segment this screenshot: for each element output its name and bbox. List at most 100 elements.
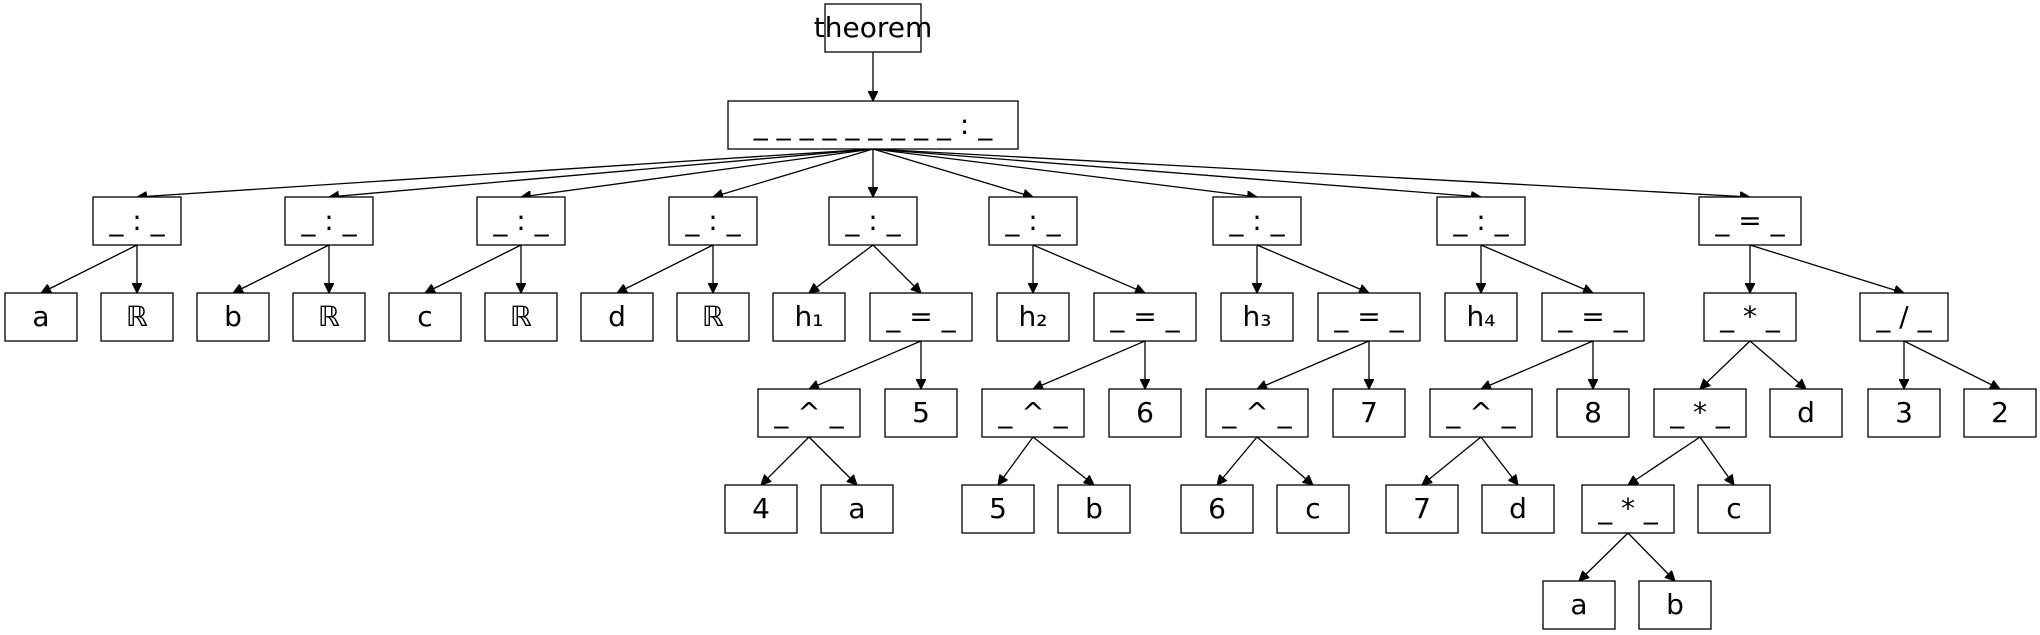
node-box-h3 <box>1220 292 1294 342</box>
tree-node-h3: h₃ <box>1220 292 1294 342</box>
node-box-c2 <box>284 196 374 246</box>
tree-node-eq3: _ = _ <box>1317 292 1421 342</box>
node-box-n7b <box>1385 484 1459 534</box>
node-label-c9: _ = _ <box>1714 204 1785 237</box>
node-label-h2: h₂ <box>1019 300 1048 333</box>
edge-eq3-to-pow3 <box>1257 340 1370 389</box>
node-box-a2 <box>820 484 894 534</box>
tree-node-r4: ℝ <box>676 292 750 342</box>
node-box-b1 <box>196 292 270 342</box>
node-box-a3 <box>1542 580 1616 630</box>
node-label-n5a: 5 <box>912 396 930 429</box>
edge-root-to-c4 <box>713 148 874 197</box>
edge-c4-to-d1 <box>617 244 714 294</box>
node-label-d3: d <box>1509 492 1527 525</box>
node-box-c5 <box>828 196 918 246</box>
node-box-eq4 <box>1541 292 1645 342</box>
edge-pow2-to-b2 <box>1032 436 1094 485</box>
node-label-d1: d <box>608 300 626 333</box>
node-box-c1 <box>92 196 182 246</box>
node-box-d3 <box>1481 484 1555 534</box>
edge-mul1-to-d2 <box>1749 340 1806 389</box>
edge-pow3-to-n6b <box>1217 436 1258 485</box>
tree-node-n5a: 5 <box>884 388 958 438</box>
node-box-pow1 <box>757 388 861 438</box>
node-label-n2: 2 <box>1991 396 2009 429</box>
node-box-cc1 <box>388 292 462 342</box>
node-label-pow3: _ ^ _ <box>1221 396 1292 429</box>
edge-mul3-to-b3 <box>1627 532 1675 581</box>
edge-root-to-c2 <box>329 148 874 197</box>
node-label-mul3: _ * _ <box>1597 492 1659 525</box>
edge-c5-to-eq1 <box>872 244 921 293</box>
tree-node-n6a: 6 <box>1108 388 1182 438</box>
edge-root-to-c7 <box>872 148 1257 197</box>
node-label-pow1: _ ^ _ <box>773 396 844 429</box>
edge-pow4-to-d3 <box>1480 436 1518 485</box>
tree-node-a3: a <box>1542 580 1616 630</box>
node-label-a2: a <box>848 492 865 525</box>
node-box-eq3 <box>1317 292 1421 342</box>
node-box-c7 <box>1212 196 1302 246</box>
node-box-c6 <box>988 196 1078 246</box>
node-box-n6a <box>1108 388 1182 438</box>
node-box-b2 <box>1057 484 1131 534</box>
node-label-n3: 3 <box>1895 396 1913 429</box>
edge-c6-to-eq2 <box>1032 244 1145 293</box>
node-label-b3: b <box>1666 588 1684 621</box>
node-label-eq2: _ = _ <box>1109 300 1180 333</box>
node-box-h1 <box>772 292 846 342</box>
tree-node-d3: d <box>1481 484 1555 534</box>
edge-pow4-to-n7b <box>1422 436 1482 485</box>
tree-node-cc1: c <box>388 292 462 342</box>
node-label-root: _ _ _ _ _ _ _ _ _ : _ <box>753 108 993 141</box>
tree-node-pow1: _ ^ _ <box>757 388 861 438</box>
tree-node-eq1: _ = _ <box>869 292 973 342</box>
node-label-c1: _ : _ <box>108 204 165 237</box>
node-box-h4 <box>1444 292 1518 342</box>
node-label-n4: 4 <box>752 492 770 525</box>
node-box-n8 <box>1556 388 1630 438</box>
node-box-mul2 <box>1653 388 1747 438</box>
node-label-n7b: 7 <box>1413 492 1431 525</box>
tree-node-n7b: 7 <box>1385 484 1459 534</box>
tree-node-h4: h₄ <box>1444 292 1518 342</box>
node-label-r3: ℝ <box>510 300 532 333</box>
node-label-c2: _ : _ <box>300 204 357 237</box>
tree-node-n3: 3 <box>1867 388 1941 438</box>
edge-root-to-c1 <box>137 148 874 197</box>
tree-node-eq4: _ = _ <box>1541 292 1645 342</box>
node-box-d2 <box>1769 388 1843 438</box>
node-label-cc1: c <box>417 300 432 333</box>
node-box-r1 <box>100 292 174 342</box>
tree-node-n2: 2 <box>1963 388 2037 438</box>
tree-node-div1: _ / _ <box>1859 292 1949 342</box>
tree-node-pow3: _ ^ _ <box>1205 388 1309 438</box>
node-box-theorem <box>824 3 922 53</box>
tree-node-n8: 8 <box>1556 388 1630 438</box>
tree-node-root: _ _ _ _ _ _ _ _ _ : _ <box>727 100 1019 150</box>
tree-node-c5: _ : _ <box>828 196 918 246</box>
node-label-c2b: c <box>1305 492 1320 525</box>
tree-node-n5b: 5 <box>961 484 1035 534</box>
node-box-n3 <box>1867 388 1941 438</box>
node-box-root <box>727 100 1019 150</box>
edge-c1-to-a1 <box>41 244 138 294</box>
tree-node-mul2: _ * _ <box>1653 388 1747 438</box>
node-box-n5a <box>884 388 958 438</box>
tree-node-a2: a <box>820 484 894 534</box>
node-label-c5: _ : _ <box>844 204 901 237</box>
edge-pow1-to-n4 <box>761 436 810 485</box>
node-box-eq1 <box>869 292 973 342</box>
tree-node-n7a: 7 <box>1332 388 1406 438</box>
node-box-c2b <box>1276 484 1350 534</box>
node-label-div1: _ / _ <box>1875 300 1932 333</box>
node-label-mul1: _ * _ <box>1719 300 1781 333</box>
node-box-mul3 <box>1581 484 1675 534</box>
node-label-d2: d <box>1797 396 1815 429</box>
tree-node-c9: _ = _ <box>1698 196 1802 246</box>
node-label-b1: b <box>224 300 242 333</box>
tree-node-c1: _ : _ <box>92 196 182 246</box>
node-label-n8: 8 <box>1584 396 1602 429</box>
node-label-eq3: _ = _ <box>1333 300 1404 333</box>
